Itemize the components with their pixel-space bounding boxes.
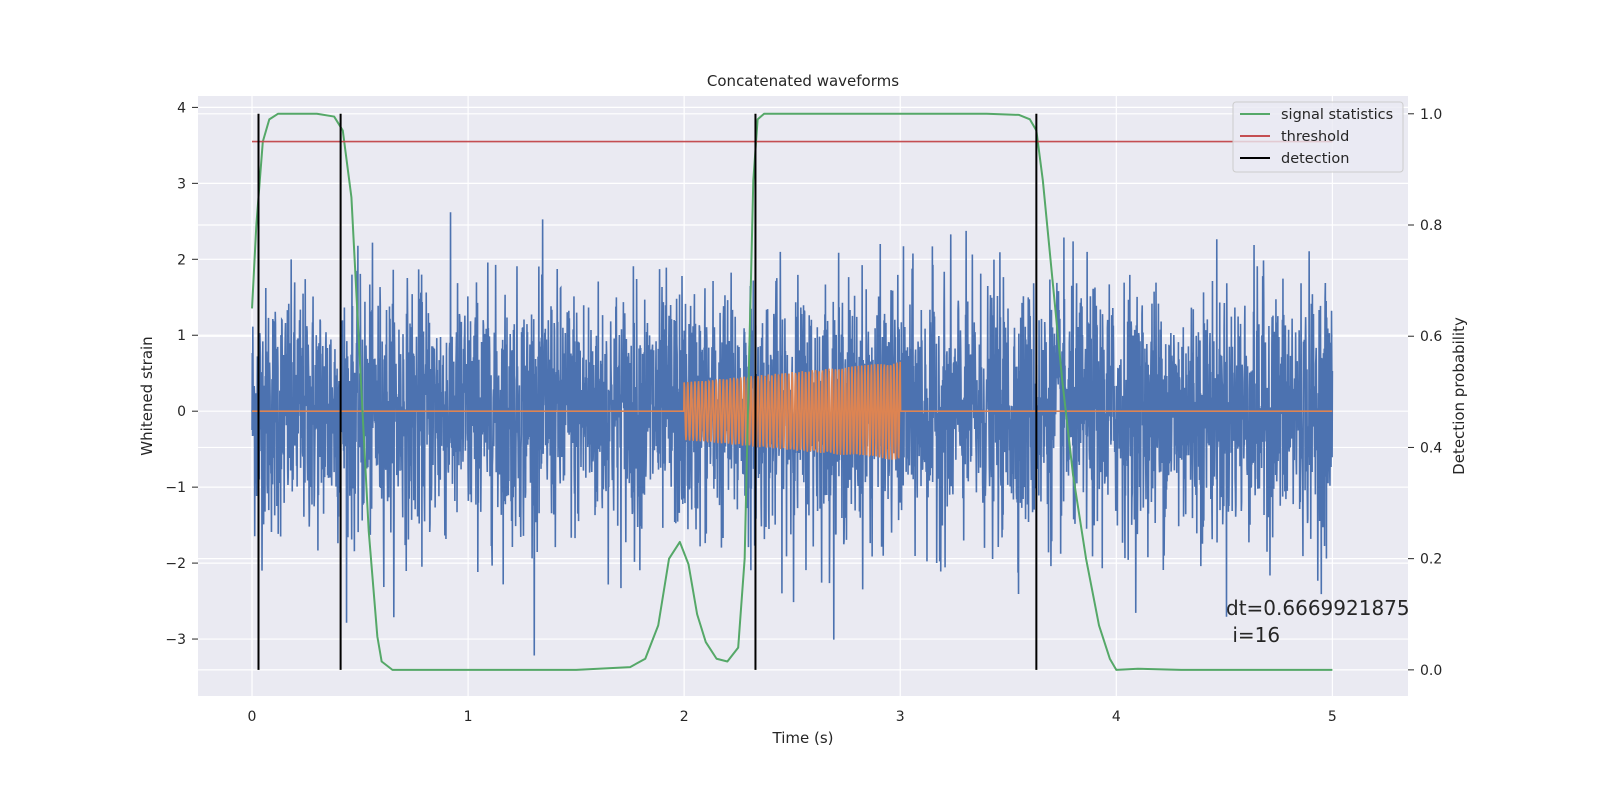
annotation-line-1: dt=0.6669921875 (1226, 596, 1410, 620)
waveform-series-line (252, 361, 1333, 460)
chart-title: Concatenated waveforms (707, 72, 899, 90)
plot-area (251, 112, 1334, 671)
y2-tick-label: 0.0 (1420, 663, 1442, 679)
y-tick-label: 1 (177, 328, 186, 344)
y-axis-label: Whitened strain (138, 336, 156, 455)
legend-label-threshold: threshold (1281, 129, 1349, 145)
y2-tick-label: 0.4 (1420, 440, 1442, 456)
x-tick-label: 3 (896, 709, 905, 725)
y2-axis-label: Detection probability (1450, 317, 1468, 475)
x-tick-label: 4 (1112, 709, 1121, 725)
y-tick-label: 3 (177, 176, 186, 192)
y-tick-label: 0 (177, 404, 186, 420)
signal-statistics-line (251, 112, 1333, 671)
noise-series-line (251, 212, 1334, 656)
y-tick-label: −2 (165, 556, 186, 572)
y2-tick-label: 1.0 (1420, 107, 1442, 123)
y2-tick-label: 0.2 (1420, 552, 1442, 568)
legend-label-detection: detection (1281, 151, 1349, 167)
x-tick-label: 1 (464, 709, 473, 725)
x-tick-label: 0 (248, 709, 257, 725)
axes: 0 1 2 3 4 5 −3 −2 −1 0 1 2 3 4 0.0 0.2 0.4 0.6 0.8 1.0 (165, 100, 1442, 725)
y-tick-label: 2 (177, 252, 186, 268)
annotation-line-2: i=16 (1226, 623, 1280, 647)
x-tick-label: 2 (680, 709, 689, 725)
y2-tick-label: 0.8 (1420, 218, 1442, 234)
legend-box (1232, 101, 1404, 173)
x-tick-label: 5 (1328, 709, 1337, 725)
x-axis-label: Time (s) (772, 729, 834, 747)
y-tick-label: −1 (165, 480, 186, 496)
y-tick-label: −3 (165, 632, 186, 648)
legend: signal statistics threshold detection (1232, 101, 1404, 173)
legend-label-signal-statistics: signal statistics (1281, 107, 1393, 123)
annotation: dt=0.6669921875 i=16 (1226, 596, 1410, 647)
y-tick-label: 4 (177, 100, 186, 116)
y2-tick-label: 0.6 (1420, 329, 1442, 345)
